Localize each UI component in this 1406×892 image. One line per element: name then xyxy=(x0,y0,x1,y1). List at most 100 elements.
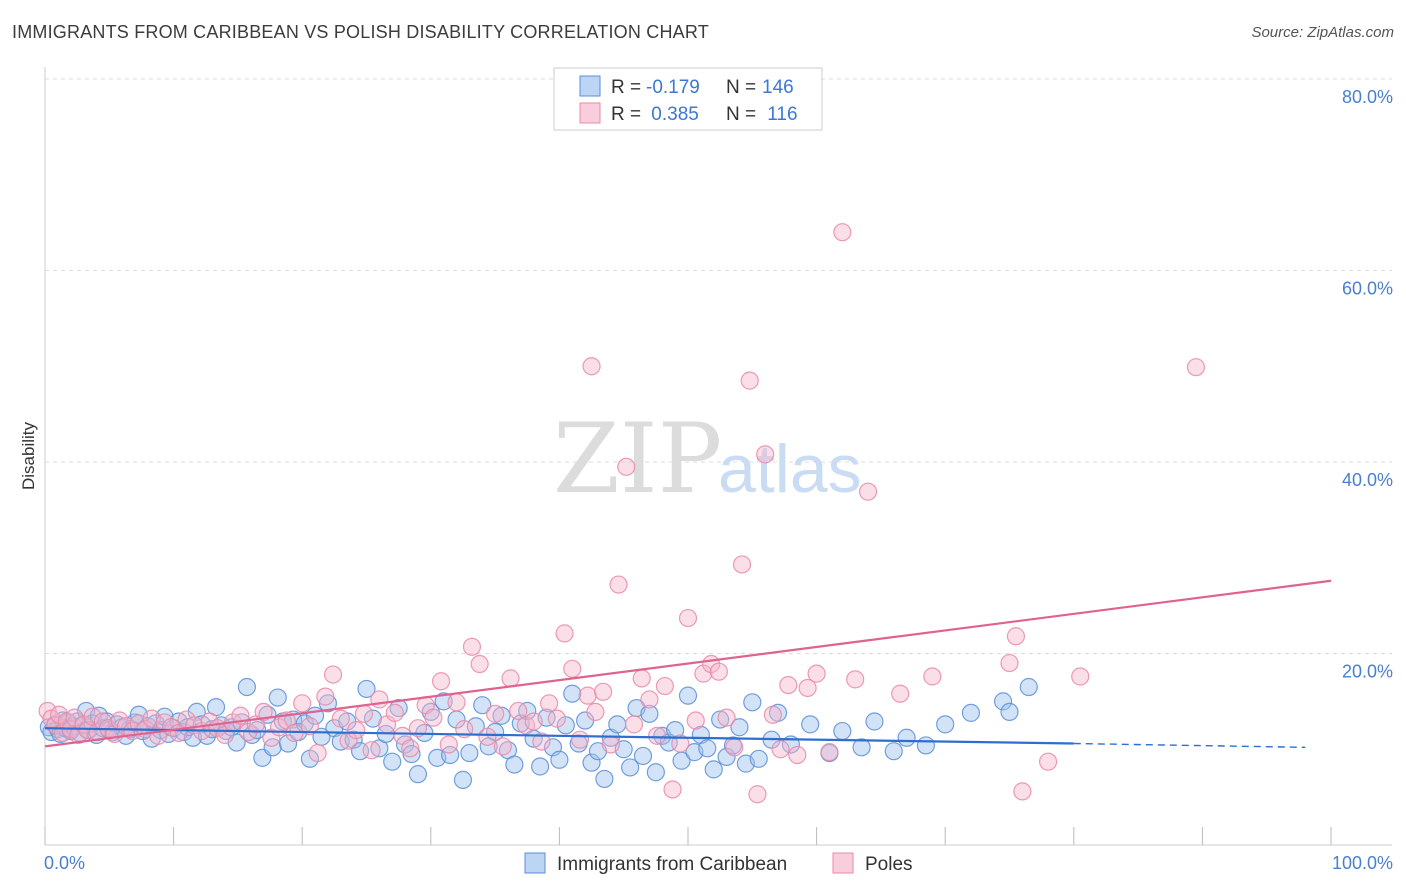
trend-lines xyxy=(44,579,1332,749)
data-point-poles xyxy=(478,727,497,746)
watermark-zip: ZIP xyxy=(553,403,722,515)
data-point-poles xyxy=(439,735,458,754)
data-point-caribbean xyxy=(531,757,550,776)
data-point-poles xyxy=(323,665,343,684)
data-point-caribbean xyxy=(801,715,820,734)
data-point-poles xyxy=(486,704,505,723)
data-point-poles xyxy=(833,223,852,242)
legend-n-value-pink: 116 xyxy=(762,104,798,125)
data-point-poles xyxy=(462,637,482,656)
correlation-legend: R = -0.179 N = 146 R = 0.385 N = 116 xyxy=(553,67,823,131)
data-point-poles xyxy=(732,555,752,574)
data-point-poles xyxy=(609,575,628,594)
data-point-poles xyxy=(846,670,865,689)
data-point-caribbean xyxy=(563,684,582,703)
y-tick-label: 20.0% xyxy=(1342,662,1393,682)
legend-swatch-blue xyxy=(579,75,601,97)
data-point-poles xyxy=(424,708,443,727)
data-point-poles xyxy=(46,716,65,735)
data-point-caribbean xyxy=(743,693,762,712)
data-point-caribbean xyxy=(646,763,665,782)
data-point-poles xyxy=(300,717,320,736)
data-point-caribbean xyxy=(865,712,884,731)
legend-n-value-blue: 146 xyxy=(762,77,794,98)
data-point-caribbean xyxy=(278,734,298,753)
bottom-legend-swatch-pink xyxy=(832,852,854,874)
data-point-caribbean xyxy=(237,677,257,697)
data-point-poles xyxy=(648,726,667,745)
data-point-poles xyxy=(655,676,674,696)
data-point-poles xyxy=(632,669,651,688)
legend-r-label-blue: R = xyxy=(611,77,641,98)
data-point-poles xyxy=(663,780,682,799)
data-point-poles xyxy=(1186,358,1206,377)
y-tick-label: 40.0% xyxy=(1342,470,1393,490)
data-point-poles xyxy=(385,703,404,722)
grid-layer xyxy=(45,78,1392,654)
data-point-poles xyxy=(694,664,713,683)
data-point-caribbean xyxy=(961,703,981,722)
chart-title: IMMIGRANTS FROM CARIBBEAN VS POLISH DISA… xyxy=(12,22,709,42)
axis-layer xyxy=(44,67,1392,846)
data-point-caribbean xyxy=(678,686,698,705)
data-point-poles xyxy=(254,702,273,722)
data-point-poles xyxy=(671,734,690,753)
data-point-caribbean xyxy=(1019,677,1038,697)
data-point-poles xyxy=(563,659,582,678)
data-point-poles xyxy=(740,371,759,390)
data-point-caribbean xyxy=(833,721,852,741)
y-tick-label: 60.0% xyxy=(1342,279,1393,299)
data-point-caribbean xyxy=(505,755,524,774)
legend-n-label-pink: N = xyxy=(726,104,756,125)
data-point-poles xyxy=(617,457,636,476)
data-point-caribbean xyxy=(717,747,736,767)
data-point-poles xyxy=(470,654,489,674)
data-point-caribbean xyxy=(711,710,730,729)
data-point-poles xyxy=(756,445,775,464)
data-point-caribbean xyxy=(608,715,627,734)
data-point-poles xyxy=(524,712,543,731)
data-point-caribbean xyxy=(492,706,511,725)
data-point-caribbean xyxy=(434,692,453,711)
series-points-poles xyxy=(38,223,1206,804)
data-point-poles xyxy=(771,740,790,759)
data-point-poles xyxy=(1038,752,1058,771)
data-point-caribbean xyxy=(884,742,903,761)
data-point-poles xyxy=(1013,782,1032,801)
legend-r-value-pink: 0.385 xyxy=(646,104,699,125)
data-point-poles xyxy=(763,705,782,724)
data-point-caribbean xyxy=(621,758,640,777)
data-point-caribbean xyxy=(704,760,723,779)
data-point-poles xyxy=(601,735,620,754)
data-point-caribbean xyxy=(936,715,955,734)
data-point-caribbean xyxy=(473,696,492,715)
data-point-poles xyxy=(547,709,566,728)
bottom-legend-label-poles: Poles xyxy=(865,854,913,875)
data-point-caribbean xyxy=(268,688,287,707)
trend-line-poles xyxy=(44,579,1332,748)
data-point-caribbean xyxy=(556,716,575,735)
chart-source: Source: ZipAtlas.com xyxy=(1251,24,1394,41)
series-legend: Immigrants from Caribbean Poles xyxy=(524,852,913,875)
data-point-poles xyxy=(891,684,910,703)
data-point-poles xyxy=(555,624,574,643)
data-point-poles xyxy=(501,669,520,688)
zipatlas-watermark: ZIP atlas xyxy=(553,403,862,515)
data-point-poles xyxy=(923,667,942,686)
data-point-caribbean xyxy=(402,744,421,764)
x-tick-label-left: 0.0% xyxy=(44,853,85,873)
data-point-caribbean xyxy=(730,718,749,737)
data-point-poles xyxy=(686,711,705,730)
data-point-poles xyxy=(798,678,817,698)
data-point-caribbean xyxy=(852,738,871,757)
legend-r-value-blue: -0.179 xyxy=(646,77,700,98)
data-point-poles xyxy=(1071,667,1090,686)
data-point-caribbean xyxy=(357,679,376,699)
data-point-caribbean xyxy=(993,692,1013,711)
data-point-caribbean xyxy=(550,750,569,769)
data-point-poles xyxy=(331,709,350,728)
data-point-poles xyxy=(586,702,605,722)
data-point-poles xyxy=(709,662,728,681)
trend-line-caribbean-extension xyxy=(1073,742,1306,749)
